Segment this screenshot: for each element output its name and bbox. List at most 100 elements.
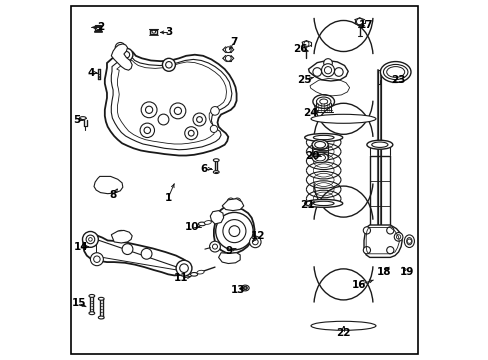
Text: 4: 4 xyxy=(87,68,94,78)
Circle shape xyxy=(225,47,231,53)
Ellipse shape xyxy=(213,159,219,162)
Circle shape xyxy=(158,114,168,125)
Ellipse shape xyxy=(152,30,155,33)
Circle shape xyxy=(321,64,334,77)
Circle shape xyxy=(363,247,370,254)
Text: 21: 21 xyxy=(300,200,314,210)
Text: 12: 12 xyxy=(250,231,264,241)
Ellipse shape xyxy=(304,134,342,141)
Text: 18: 18 xyxy=(376,267,391,277)
Circle shape xyxy=(312,68,321,76)
Text: 16: 16 xyxy=(351,280,365,290)
Circle shape xyxy=(223,220,245,243)
Text: 1: 1 xyxy=(164,193,171,203)
Ellipse shape xyxy=(313,135,333,140)
Ellipse shape xyxy=(204,221,211,224)
Polygon shape xyxy=(308,60,347,81)
Circle shape xyxy=(141,248,152,259)
Circle shape xyxy=(386,227,393,234)
Ellipse shape xyxy=(314,141,325,148)
Polygon shape xyxy=(213,206,254,254)
Circle shape xyxy=(324,67,331,74)
Circle shape xyxy=(115,42,125,53)
Ellipse shape xyxy=(197,270,203,274)
Circle shape xyxy=(252,239,258,245)
Text: 20: 20 xyxy=(305,150,319,161)
Text: 14: 14 xyxy=(74,242,88,252)
Circle shape xyxy=(104,181,111,188)
Circle shape xyxy=(225,55,231,61)
Ellipse shape xyxy=(366,140,392,149)
Circle shape xyxy=(174,107,181,114)
Circle shape xyxy=(144,127,150,134)
Ellipse shape xyxy=(89,312,95,315)
Ellipse shape xyxy=(80,117,86,120)
Circle shape xyxy=(122,244,133,255)
Circle shape xyxy=(193,113,205,126)
Circle shape xyxy=(210,107,219,115)
Text: 15: 15 xyxy=(72,298,86,309)
Ellipse shape xyxy=(241,285,249,291)
Polygon shape xyxy=(218,253,240,264)
Text: 7: 7 xyxy=(230,37,237,48)
Circle shape xyxy=(363,227,370,234)
Circle shape xyxy=(141,102,157,118)
Circle shape xyxy=(120,48,133,61)
Circle shape xyxy=(162,58,175,71)
Circle shape xyxy=(196,117,202,122)
Circle shape xyxy=(393,233,402,241)
Circle shape xyxy=(118,45,122,50)
Ellipse shape xyxy=(310,321,375,330)
Circle shape xyxy=(145,106,152,113)
Ellipse shape xyxy=(314,154,325,161)
Text: 8: 8 xyxy=(109,190,117,200)
Text: 13: 13 xyxy=(231,285,245,295)
Circle shape xyxy=(233,198,241,205)
Circle shape xyxy=(211,212,218,220)
Polygon shape xyxy=(111,44,132,70)
Text: 2: 2 xyxy=(97,22,104,32)
Circle shape xyxy=(179,264,188,273)
Ellipse shape xyxy=(98,316,104,319)
Circle shape xyxy=(323,59,332,67)
Polygon shape xyxy=(104,50,236,156)
Circle shape xyxy=(82,231,98,247)
Ellipse shape xyxy=(312,95,334,108)
Polygon shape xyxy=(210,211,223,224)
Ellipse shape xyxy=(383,64,407,80)
Ellipse shape xyxy=(311,140,327,150)
Circle shape xyxy=(165,62,172,68)
Circle shape xyxy=(170,103,185,119)
Ellipse shape xyxy=(380,62,410,82)
Text: 10: 10 xyxy=(184,222,199,232)
Circle shape xyxy=(386,247,393,254)
Polygon shape xyxy=(111,230,132,243)
Ellipse shape xyxy=(213,171,219,174)
Circle shape xyxy=(140,123,154,138)
Circle shape xyxy=(123,51,129,58)
Text: 22: 22 xyxy=(336,328,350,338)
Circle shape xyxy=(210,125,217,132)
Ellipse shape xyxy=(310,114,375,123)
Circle shape xyxy=(86,235,95,244)
Polygon shape xyxy=(83,235,191,275)
Circle shape xyxy=(209,241,220,252)
Ellipse shape xyxy=(89,294,95,297)
Circle shape xyxy=(244,287,246,289)
Circle shape xyxy=(88,238,92,241)
Circle shape xyxy=(407,239,411,243)
Polygon shape xyxy=(222,199,244,211)
Circle shape xyxy=(176,260,192,276)
Text: 11: 11 xyxy=(174,273,188,283)
Circle shape xyxy=(356,18,362,25)
Text: 5: 5 xyxy=(73,114,81,125)
Ellipse shape xyxy=(198,222,205,226)
Ellipse shape xyxy=(313,201,333,206)
Ellipse shape xyxy=(98,297,104,300)
Circle shape xyxy=(226,254,233,261)
Ellipse shape xyxy=(386,67,404,77)
Ellipse shape xyxy=(404,235,413,248)
Text: 6: 6 xyxy=(200,164,207,174)
Text: 3: 3 xyxy=(165,27,172,37)
Ellipse shape xyxy=(371,142,387,148)
